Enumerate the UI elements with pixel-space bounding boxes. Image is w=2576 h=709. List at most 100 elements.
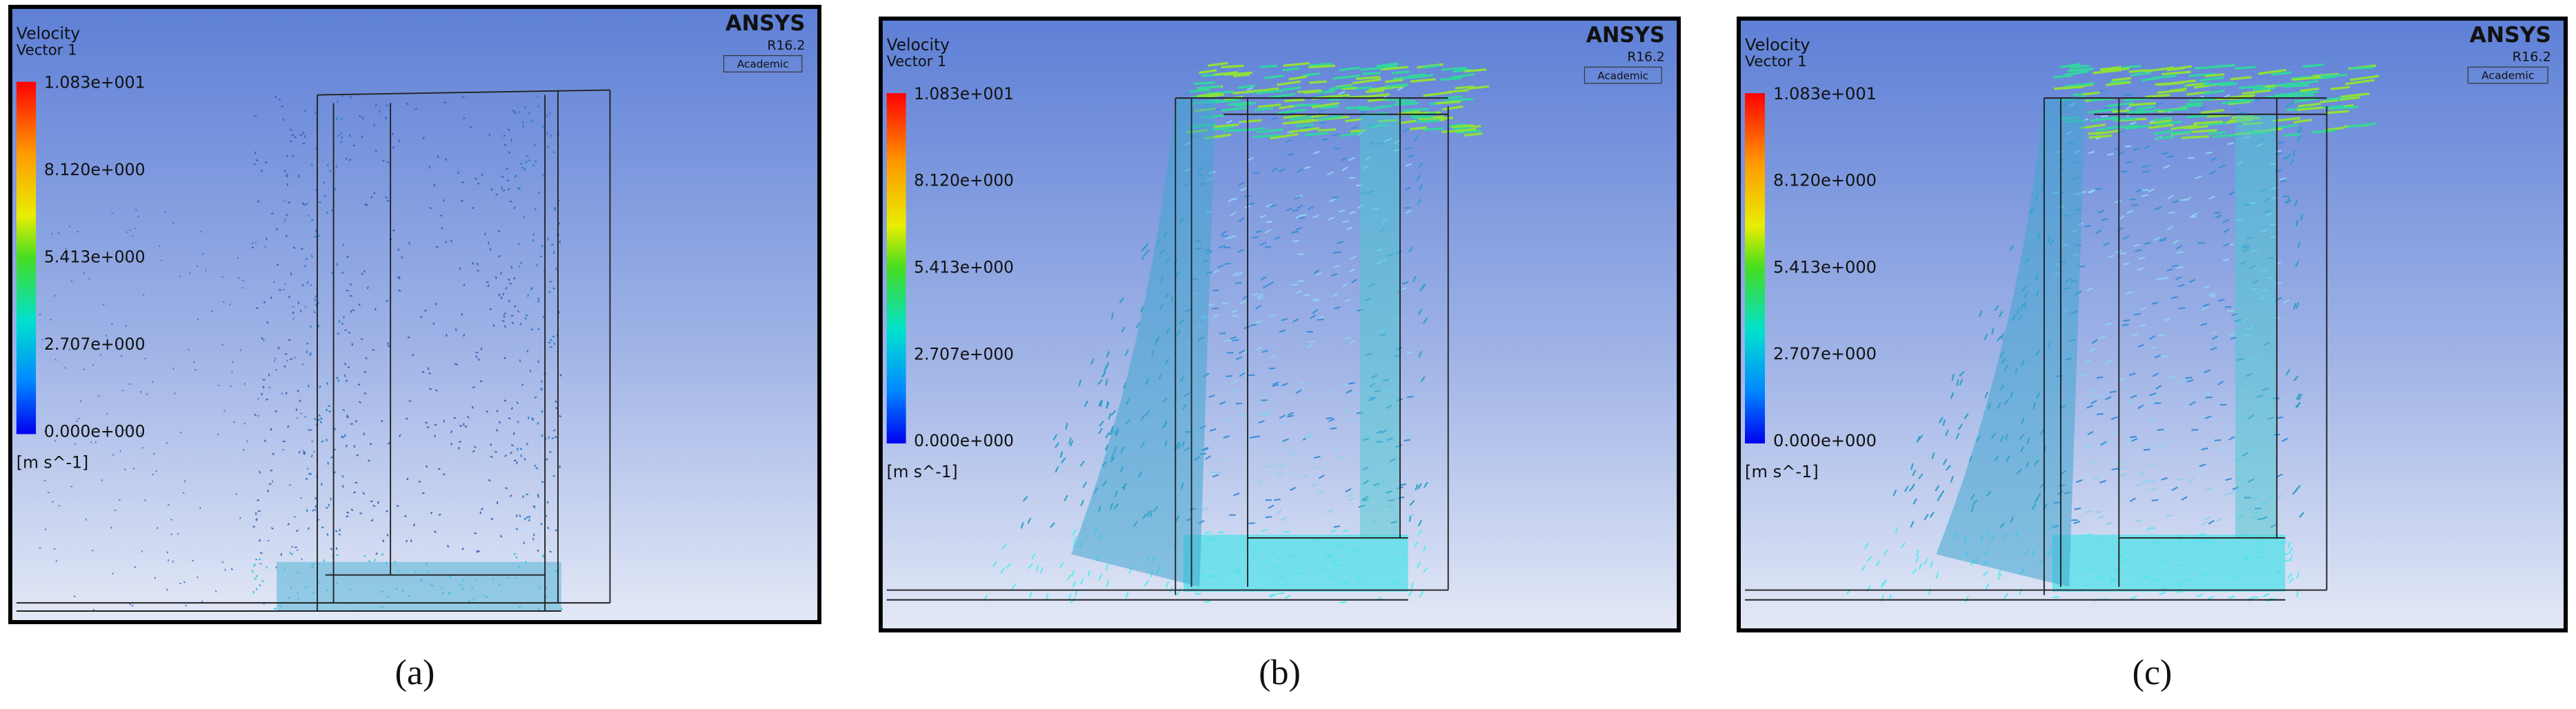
vector: [306, 203, 308, 204]
vector: [1232, 340, 1239, 341]
vector: [511, 445, 513, 446]
vector: [438, 155, 439, 157]
vector: [2157, 137, 2174, 139]
vector: [286, 392, 287, 394]
vector: [2123, 263, 2130, 264]
vector: [1392, 72, 1410, 73]
vector: [2326, 111, 2349, 112]
vector: [265, 440, 266, 442]
version: R16.2: [767, 38, 805, 53]
vector: [1304, 294, 1310, 295]
vector: [141, 550, 142, 552]
legend-title: Velocity: [17, 23, 80, 43]
vector: [549, 113, 551, 114]
vector: [415, 109, 417, 110]
legend-title: Velocity: [1745, 35, 1810, 54]
vector: [1269, 315, 1275, 316]
legend-subtitle: Vector 1: [1745, 53, 1807, 70]
legend-tick-label: 8.120e+000: [1773, 171, 1877, 190]
legend-unit: [m s^-1]: [1745, 462, 1819, 481]
vector: [1266, 221, 1272, 222]
legend-subtitle: Vector 1: [17, 41, 77, 59]
vector: [414, 523, 415, 526]
vector: [96, 441, 97, 443]
vector: [308, 385, 309, 387]
vector: [1270, 594, 1277, 595]
vector: [2177, 267, 2184, 268]
vector: [258, 415, 259, 417]
legend-tick-label: 0.000e+000: [1773, 431, 1877, 450]
vector: [2068, 70, 2091, 71]
vector: [304, 451, 305, 453]
vector: [456, 329, 457, 331]
vector: [1224, 263, 1230, 264]
vector: [504, 145, 506, 146]
vector: [2088, 132, 2105, 134]
vector: [200, 507, 201, 509]
vector: [547, 132, 548, 134]
vector: [338, 379, 339, 381]
vector: [516, 515, 517, 517]
vector: [490, 248, 491, 251]
version: R16.2: [2513, 49, 2551, 65]
vector: [552, 438, 554, 439]
vector: [561, 608, 562, 610]
vector: [1314, 300, 1320, 301]
vector: [299, 451, 300, 453]
vector: [1194, 83, 1215, 84]
vector: [264, 301, 265, 303]
license: Academic: [1597, 70, 1648, 82]
vector: [252, 247, 254, 248]
vector: [271, 213, 273, 214]
vector: [422, 371, 424, 372]
vector: [284, 283, 286, 284]
vector: [2151, 347, 2158, 348]
vector: [253, 164, 255, 165]
vector: [348, 367, 350, 368]
vector: [1219, 333, 1226, 334]
caption: (a): [395, 653, 435, 692]
vector: [353, 145, 355, 146]
vector: [1303, 476, 1309, 477]
vector: [2080, 374, 2087, 375]
vector: [1221, 66, 1244, 67]
legend-title: Velocity: [887, 35, 950, 54]
vector: [266, 399, 268, 400]
vector: [339, 529, 340, 531]
vector: [2159, 335, 2166, 336]
vector: [1440, 78, 1461, 79]
vector: [1322, 139, 1328, 140]
vector: [345, 375, 346, 377]
vector: [129, 383, 131, 384]
vector: [2122, 66, 2141, 68]
vector: [348, 332, 350, 333]
vector: [260, 552, 262, 553]
vector: [324, 196, 326, 197]
vector: [281, 106, 283, 107]
vector: [2114, 149, 2121, 150]
vector: [2088, 395, 2095, 396]
vector: [254, 116, 257, 117]
vector: [2132, 205, 2139, 206]
vector: [407, 103, 408, 105]
vector: [1250, 325, 1257, 326]
vector: [387, 534, 388, 536]
vector: [423, 137, 424, 139]
vector: [167, 589, 168, 591]
vector: [289, 296, 290, 298]
vector: [341, 136, 342, 138]
vector: [535, 160, 536, 162]
vector: [498, 256, 500, 257]
caption: (c): [2133, 653, 2173, 692]
vector: [93, 364, 94, 366]
vector: [302, 364, 304, 365]
vector: [462, 548, 463, 550]
vector: [2101, 116, 2108, 117]
vector: [533, 239, 534, 241]
vector: [343, 316, 344, 318]
vector: [476, 355, 477, 357]
vector: [335, 188, 336, 190]
bottom-band: [2053, 535, 2285, 592]
